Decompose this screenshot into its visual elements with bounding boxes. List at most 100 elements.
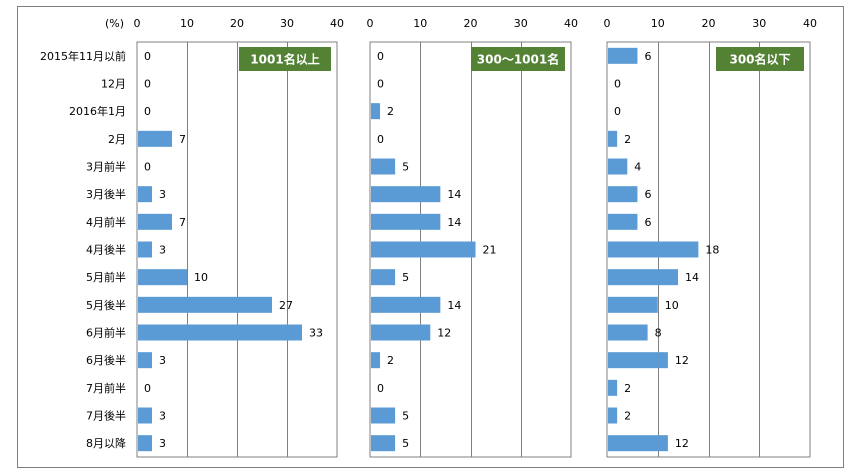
data-label: 3 — [159, 244, 166, 257]
bar — [608, 379, 618, 396]
data-label: 5 — [402, 410, 409, 423]
bar — [371, 435, 396, 452]
bar — [608, 186, 638, 203]
data-label: 12 — [437, 327, 451, 340]
data-label: 0 — [144, 50, 151, 63]
x-tick-label: 0 — [134, 17, 141, 30]
bar — [608, 269, 679, 286]
category-label: 4月後半 — [86, 243, 126, 257]
x-tick-label: 20 — [230, 17, 244, 30]
series-name: 300〜1001名 — [477, 52, 559, 67]
data-label: 18 — [705, 244, 719, 257]
bar — [138, 130, 172, 147]
data-label: 0 — [144, 78, 151, 91]
data-label: 5 — [402, 161, 409, 174]
series-name: 1001名以上 — [250, 52, 319, 67]
bar — [608, 296, 658, 313]
bar — [608, 324, 648, 341]
bar — [371, 103, 381, 120]
bar — [138, 213, 172, 230]
category-label: 5月後半 — [86, 298, 126, 312]
category-label: 3月前半 — [86, 160, 126, 174]
data-label: 6 — [644, 50, 651, 63]
bar — [371, 324, 431, 341]
data-label: 2 — [624, 133, 631, 146]
category-label: 2015年11月以前 — [40, 49, 126, 63]
x-tick-label: 0 — [367, 17, 374, 30]
series-name: 300名以下 — [729, 52, 790, 67]
series-badge — [471, 47, 565, 71]
x-tick-label: 10 — [413, 17, 427, 30]
bar — [371, 296, 441, 313]
bar — [371, 186, 441, 203]
data-label: 2 — [387, 354, 394, 367]
data-label: 5 — [402, 271, 409, 284]
category-label: 6月後半 — [86, 353, 126, 367]
data-label: 3 — [159, 188, 166, 201]
x-tick-label: 40 — [564, 17, 578, 30]
data-label: 4 — [634, 161, 641, 174]
data-label: 10 — [194, 271, 208, 284]
category-label: 4月前半 — [86, 215, 126, 229]
bar — [371, 241, 476, 258]
bar — [138, 269, 187, 286]
category-label: 12月 — [101, 78, 126, 91]
data-label: 12 — [675, 354, 689, 367]
data-label: 0 — [377, 50, 384, 63]
series-badge — [716, 47, 804, 71]
x-tick-label: 40 — [803, 17, 817, 30]
data-label: 0 — [614, 105, 621, 118]
x-tick-label: 20 — [702, 17, 716, 30]
data-label: 3 — [159, 410, 166, 423]
bar — [608, 435, 668, 452]
bar — [608, 407, 618, 424]
data-label: 8 — [655, 327, 662, 340]
bar — [371, 158, 396, 175]
bar — [138, 324, 302, 341]
data-label: 12 — [675, 437, 689, 450]
data-label: 0 — [377, 133, 384, 146]
category-label: 3月後半 — [86, 187, 126, 201]
data-label: 10 — [665, 299, 679, 312]
x-tick-label: 30 — [752, 17, 766, 30]
data-label: 3 — [159, 354, 166, 367]
category-label: 7月前半 — [86, 381, 126, 395]
data-label: 14 — [447, 299, 461, 312]
bar — [138, 186, 152, 203]
data-label: 2 — [624, 382, 631, 395]
x-tick-label: 10 — [651, 17, 665, 30]
bar — [608, 352, 668, 369]
bar — [371, 352, 381, 369]
category-label: 6月前半 — [86, 326, 126, 340]
x-tick-label: 10 — [180, 17, 194, 30]
bar — [138, 296, 272, 313]
data-label: 14 — [447, 216, 461, 229]
data-label: 5 — [402, 437, 409, 450]
bar — [608, 47, 638, 64]
bar — [608, 130, 618, 147]
data-label: 0 — [144, 382, 151, 395]
bar — [608, 213, 638, 230]
data-label: 14 — [447, 188, 461, 201]
data-label: 7 — [179, 133, 186, 146]
unit-label: (%) — [105, 17, 124, 30]
data-label: 27 — [279, 299, 293, 312]
x-tick-label: 30 — [280, 17, 294, 30]
data-label: 0 — [377, 382, 384, 395]
data-label: 6 — [644, 216, 651, 229]
data-label: 3 — [159, 437, 166, 450]
category-label: 8月以降 — [86, 436, 126, 450]
data-label: 7 — [179, 216, 186, 229]
data-label: 33 — [309, 327, 323, 340]
category-label: 7月後半 — [86, 409, 126, 423]
bar — [138, 407, 152, 424]
bar — [138, 352, 152, 369]
data-label: 2 — [387, 105, 394, 118]
data-label: 0 — [377, 78, 384, 91]
category-label: 2016年1月 — [69, 104, 126, 118]
data-label: 0 — [144, 161, 151, 174]
bar — [608, 241, 699, 258]
data-label: 0 — [144, 105, 151, 118]
series-badge — [239, 47, 331, 71]
